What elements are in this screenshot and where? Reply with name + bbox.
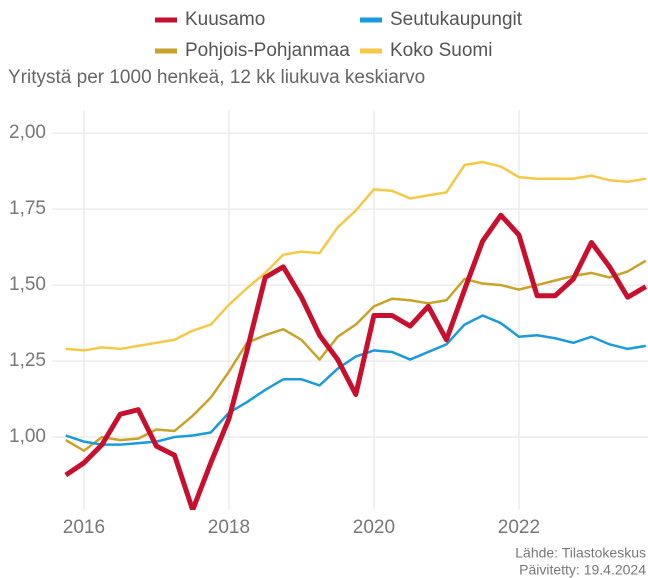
legend-label: Seutukaupungit	[390, 9, 523, 30]
series-line	[65, 259, 647, 452]
legend-label: Koko Suomi	[390, 40, 492, 61]
series-line	[64, 212, 648, 510]
x-tick-label: 2022	[498, 517, 540, 538]
series-line	[65, 160, 647, 352]
y-tick-label: 2,00	[9, 122, 46, 143]
chart-subtitle: Yritystä per 1000 henkeä, 12 kk liukuva …	[8, 67, 425, 88]
legend-label: Pohjois-Pohjanmaa	[185, 40, 350, 61]
x-tick-label: 2020	[353, 517, 395, 538]
y-tick-label: 1,00	[9, 426, 46, 447]
updated: Päivitetty: 19.4.2024	[519, 562, 646, 578]
x-tick-label: 2018	[208, 517, 250, 538]
series-line	[65, 314, 647, 446]
x-tick-label: 2016	[63, 517, 105, 538]
plot-area	[64, 160, 648, 510]
y-tick-label: 1,75	[9, 198, 46, 219]
source: Lähde: Tilastokeskus	[515, 545, 646, 561]
legend-label: Kuusamo	[185, 9, 265, 30]
y-tick-label: 1,50	[9, 274, 46, 295]
y-tick-label: 1,25	[9, 350, 46, 371]
